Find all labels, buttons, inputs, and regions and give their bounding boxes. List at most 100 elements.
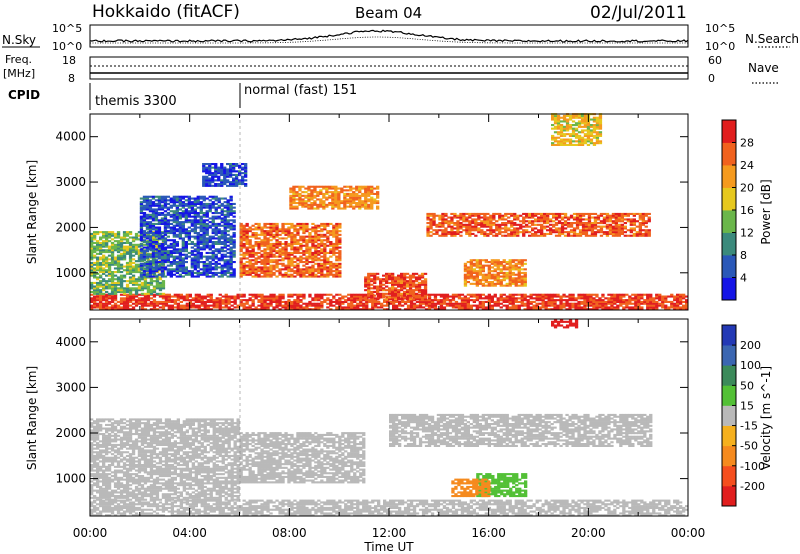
echo-cell (178, 262, 182, 265)
echo-cell (676, 295, 680, 298)
echo-cell (634, 308, 638, 311)
echo-cell (175, 213, 179, 216)
echo-cell (397, 298, 401, 301)
echo-cell (149, 302, 154, 305)
echo-cell (116, 269, 121, 272)
echo-cell (160, 195, 165, 198)
echo-cell (191, 306, 195, 309)
echo-cell (546, 216, 550, 219)
echo-cell (169, 232, 173, 235)
echo-cell (423, 281, 428, 284)
echo-cell (184, 199, 188, 202)
echo-cell (281, 300, 285, 303)
echo-cell (209, 308, 213, 311)
echo-cell (513, 216, 517, 219)
echo-cell (364, 280, 368, 283)
echo-cell (290, 248, 294, 251)
echo-cell (163, 204, 168, 207)
echo-cell (350, 304, 354, 307)
echo-cell (181, 261, 185, 264)
echo-cell (628, 306, 632, 309)
echo-cell (543, 214, 547, 217)
echo-cell (211, 224, 215, 227)
echo-cell (568, 297, 572, 300)
echo-cell (382, 296, 386, 299)
echo-cell (251, 304, 255, 307)
echo-cell (486, 212, 490, 215)
echo-cell (160, 270, 165, 273)
echo-cell (99, 276, 103, 279)
echo-cell (125, 249, 130, 252)
echo-cell (113, 249, 118, 252)
echo-cell (105, 265, 109, 268)
echo-cell (287, 232, 291, 235)
echo-cell (405, 290, 410, 293)
echo-cell (157, 197, 162, 200)
echo-cell (96, 241, 100, 244)
echo-cell (313, 200, 317, 203)
echo-cell (373, 192, 377, 195)
echo-cell (99, 281, 103, 284)
echo-cell (478, 302, 482, 305)
echo-cell (137, 243, 142, 246)
echo-cell (358, 194, 362, 197)
echo-cell (640, 297, 644, 300)
echo-cell (344, 306, 348, 309)
echo-cell (508, 302, 512, 305)
echo-cell (540, 214, 544, 217)
echo-cell (450, 216, 454, 219)
echo-cell (395, 308, 399, 311)
echo-cell (394, 292, 398, 295)
echo-cell (275, 233, 279, 236)
echo-cell (134, 280, 139, 283)
echo-cell (673, 302, 677, 305)
echo-cell (332, 266, 336, 269)
search-noise-tick-bottom: 10^0 (705, 40, 735, 53)
echo-cell (337, 207, 341, 210)
echo-cell (272, 264, 276, 267)
echo-cell (314, 226, 318, 229)
echo-cell (93, 261, 97, 264)
echo-cell (239, 224, 243, 227)
echo-cell (562, 302, 566, 305)
echo-cell (184, 266, 188, 269)
echo-cell (145, 242, 150, 245)
echo-cell (511, 299, 515, 302)
echo-cell (492, 216, 496, 219)
echo-cell (371, 300, 375, 303)
echo-cell (241, 179, 245, 182)
echo-cell (193, 202, 197, 205)
echo-cell (160, 262, 165, 265)
echo-cell (486, 223, 490, 226)
echo-cell (248, 261, 252, 264)
echo-cell (556, 299, 560, 302)
echo-cell (311, 275, 315, 278)
echo-cell (193, 262, 197, 265)
echo-cell (164, 293, 169, 296)
echo-cell (182, 299, 186, 302)
echo-cell (673, 308, 677, 311)
echo-cell (389, 300, 393, 303)
echo-cell (235, 181, 239, 184)
echo-cell (453, 216, 457, 219)
echo-cell (199, 251, 203, 254)
echo-cell (307, 185, 311, 188)
echo-cell (96, 290, 100, 293)
echo-cell (217, 235, 221, 238)
echo-cell (269, 255, 273, 258)
echo-cell (481, 297, 485, 300)
echo-cell (305, 224, 309, 227)
echo-cell (272, 250, 276, 253)
echo-cell (257, 224, 261, 227)
echo-cell (263, 302, 267, 305)
echo-cell (245, 224, 249, 227)
echo-cell (205, 202, 209, 205)
echo-cell (137, 271, 142, 274)
echo-cell (226, 270, 230, 273)
echo-cell (116, 271, 121, 274)
echo-cell (119, 276, 124, 279)
echo-cell (245, 264, 249, 267)
echo-cell (105, 269, 109, 272)
echo-cell (531, 214, 535, 217)
echo-cell (211, 202, 215, 205)
